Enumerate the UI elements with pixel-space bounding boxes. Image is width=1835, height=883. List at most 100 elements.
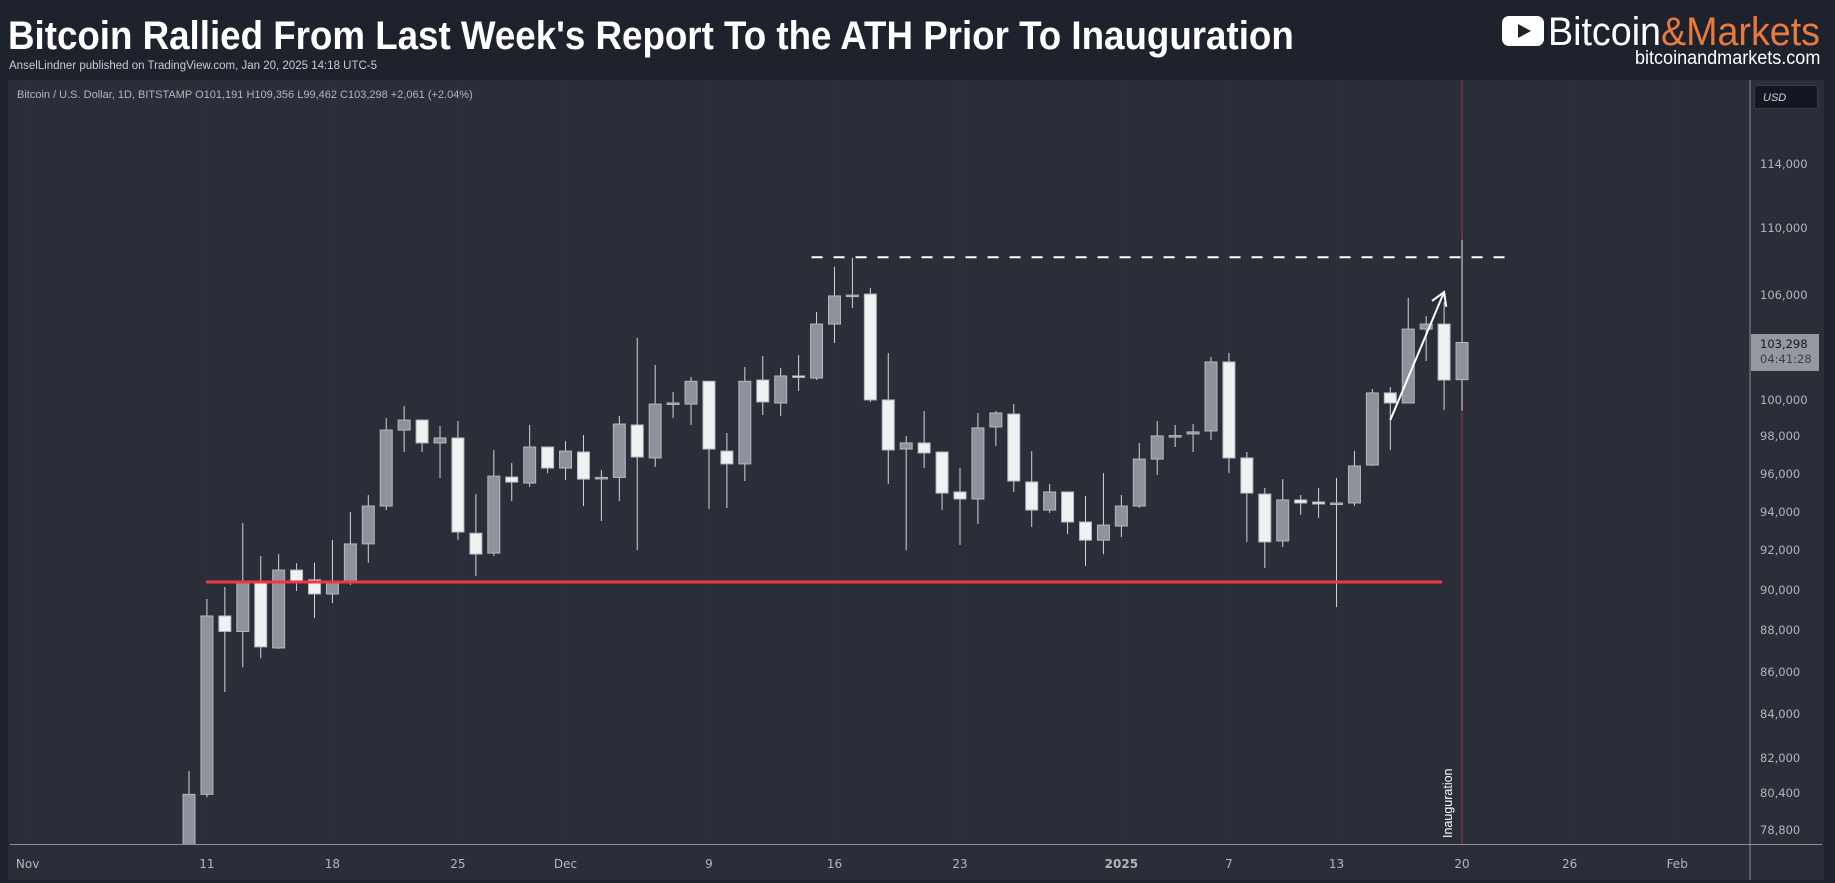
time-tick-label: 7: [1225, 857, 1233, 871]
candle-down: [917, 442, 931, 454]
candle-down: [1079, 521, 1092, 541]
time-tick-label: Feb: [1666, 857, 1688, 871]
candle-down: [935, 451, 949, 494]
trend-arrow: [1389, 291, 1446, 421]
candle-up: [684, 380, 698, 405]
candle-down: [469, 532, 483, 555]
candle-down: [792, 375, 806, 378]
candle-down: [863, 293, 877, 401]
price-tick-label: 96,000: [1760, 466, 1801, 481]
time-tick-label: 2025: [1104, 857, 1139, 871]
candle-down: [702, 380, 716, 450]
logo-name-part2: &Markets: [1661, 10, 1820, 54]
candle-up: [1132, 458, 1146, 507]
candle-up: [989, 412, 1003, 428]
candle-down: [1222, 361, 1236, 459]
price-tick-label: 100,000: [1760, 393, 1808, 407]
currency-button[interactable]: USD: [1754, 85, 1818, 109]
time-tick-label: 9: [705, 857, 713, 871]
candle-down: [576, 451, 590, 480]
candle-up: [200, 615, 214, 795]
candle-up: [1150, 435, 1164, 460]
candle-up: [397, 419, 411, 431]
candle-up: [1096, 524, 1110, 541]
candle-up: [1330, 502, 1344, 505]
logo-url: bitcoinandmarkets.com: [1635, 48, 1821, 69]
candle-up: [379, 429, 393, 507]
candle-up: [971, 427, 985, 500]
price-tick-label: 98,000: [1760, 429, 1801, 444]
last-price-label: 103,298 04:41:28: [1751, 334, 1819, 371]
brand-logo: Bitcoin&Markets bitcoinandmarkets.com: [1500, 10, 1825, 72]
candle-up: [845, 294, 859, 298]
candle-down: [1383, 392, 1397, 404]
candle-down: [1025, 481, 1039, 511]
candle-up: [810, 323, 824, 379]
price-tick-label: 110,000: [1760, 221, 1808, 236]
bar-countdown: 04:41:28: [1760, 352, 1812, 366]
time-tick-label: 26: [1561, 857, 1578, 871]
candle-up: [182, 793, 196, 844]
candle-down: [1312, 501, 1326, 505]
candle-down: [953, 491, 967, 500]
candle-up: [666, 402, 680, 405]
time-tick-label: Dec: [553, 857, 578, 871]
candle-up: [1347, 465, 1361, 504]
publish-info: AnselLindner published on TradingView.co…: [9, 60, 378, 72]
candle-up: [559, 450, 573, 469]
candle-down: [451, 437, 465, 533]
time-tick-label: 25: [450, 857, 466, 871]
time-tick-label: 18: [324, 857, 341, 871]
candle-down: [1437, 323, 1451, 381]
candle-up: [594, 476, 608, 480]
candle-up: [361, 505, 375, 545]
candle-up: [827, 295, 841, 325]
candle-up: [1204, 361, 1218, 432]
time-tick-label: 11: [199, 857, 215, 871]
price-tick-label: 80,400: [1760, 786, 1801, 801]
candle-up: [325, 582, 339, 595]
candle-up: [648, 403, 662, 459]
candle-up: [1455, 341, 1469, 381]
price-tick-label: 92,000: [1760, 543, 1801, 558]
candle-down: [881, 399, 895, 451]
candle-up: [1419, 323, 1433, 330]
candle-up: [1043, 491, 1057, 511]
candle-up: [1186, 431, 1200, 435]
candle-down: [415, 419, 429, 444]
page-title: Bitcoin Rallied From Last Week's Report …: [8, 14, 1294, 58]
candle-up: [433, 437, 447, 444]
plot-area: [27, 80, 1678, 844]
play-icon: [1502, 16, 1544, 46]
symbol-legend: Bitcoin / U.S. Dollar, 1D, BITSTAMP O101…: [17, 89, 473, 101]
chart-panel[interactable]: [8, 80, 1824, 880]
candle-up: [523, 446, 537, 484]
candle-down: [218, 615, 232, 632]
candle-up: [899, 442, 913, 450]
candle-down: [1258, 493, 1272, 543]
time-tick-label: 23: [952, 857, 968, 871]
candle-down: [1061, 491, 1075, 523]
candle-up: [487, 475, 501, 554]
candle-down: [541, 446, 555, 469]
candle-up: [272, 569, 286, 649]
candle-up: [1365, 392, 1379, 466]
candle-up: [1168, 435, 1182, 438]
price-tick-label: 114,000: [1760, 156, 1808, 171]
candle-down: [1007, 413, 1021, 482]
candle-down: [254, 582, 268, 648]
candle-up: [1276, 499, 1290, 542]
arrow-head-icon: [1431, 290, 1448, 308]
time-tick-label: 16: [826, 857, 843, 871]
time-tick-label: Nov: [15, 857, 40, 871]
price-tick-label: 78,800: [1760, 822, 1801, 837]
event-label: Inauguration: [1441, 768, 1455, 838]
time-tick-label: 20: [1454, 857, 1470, 871]
price-tick-label: 82,000: [1760, 750, 1801, 765]
candle-up: [738, 380, 752, 465]
candle-down: [720, 450, 734, 465]
candle-down: [630, 424, 644, 458]
logo-name-part1: Bitcoin: [1548, 10, 1661, 54]
price-tick-label: 106,000: [1760, 287, 1808, 302]
